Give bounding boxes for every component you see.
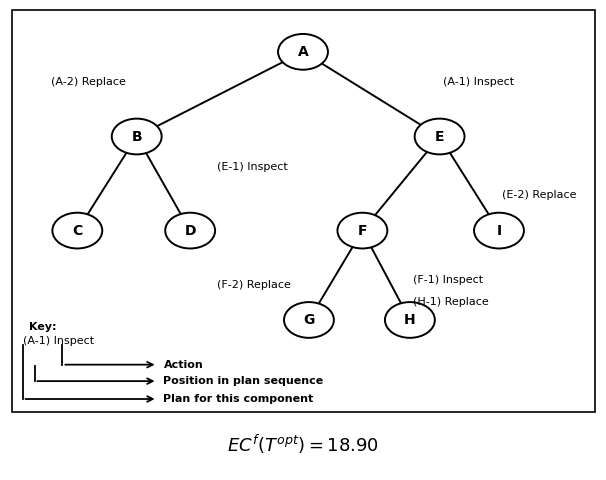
Ellipse shape [165, 213, 215, 249]
Text: (H-1) Replace: (H-1) Replace [413, 297, 488, 307]
Text: (A-1) Inspect: (A-1) Inspect [442, 77, 514, 87]
Text: Plan for this component: Plan for this component [164, 394, 314, 404]
Text: H: H [404, 313, 416, 327]
Text: I: I [496, 224, 502, 238]
Text: Key:: Key: [28, 322, 56, 332]
Ellipse shape [415, 119, 465, 155]
Text: D: D [184, 224, 196, 238]
Ellipse shape [385, 302, 435, 338]
Text: (E-2) Replace: (E-2) Replace [502, 190, 576, 200]
Text: (E-1) Inspect: (E-1) Inspect [217, 162, 288, 172]
Text: (A-1) Inspect: (A-1) Inspect [22, 336, 94, 346]
Ellipse shape [474, 213, 524, 249]
Text: E: E [435, 130, 444, 144]
Ellipse shape [338, 213, 387, 249]
Text: Position in plan sequence: Position in plan sequence [164, 376, 324, 386]
Text: (F-1) Inspect: (F-1) Inspect [413, 275, 483, 285]
Text: Action: Action [164, 360, 203, 370]
Text: $EC^f(T^{opt}) = 18.90$: $EC^f(T^{opt}) = 18.90$ [227, 433, 379, 456]
Text: (A-2) Replace: (A-2) Replace [51, 77, 125, 87]
Text: (F-2) Replace: (F-2) Replace [217, 280, 291, 290]
Text: F: F [358, 224, 367, 238]
Ellipse shape [112, 119, 162, 155]
Ellipse shape [284, 302, 334, 338]
Ellipse shape [278, 34, 328, 70]
Text: B: B [132, 130, 142, 144]
Text: A: A [298, 45, 308, 59]
Text: G: G [303, 313, 315, 327]
Text: C: C [72, 224, 82, 238]
Ellipse shape [52, 213, 102, 249]
